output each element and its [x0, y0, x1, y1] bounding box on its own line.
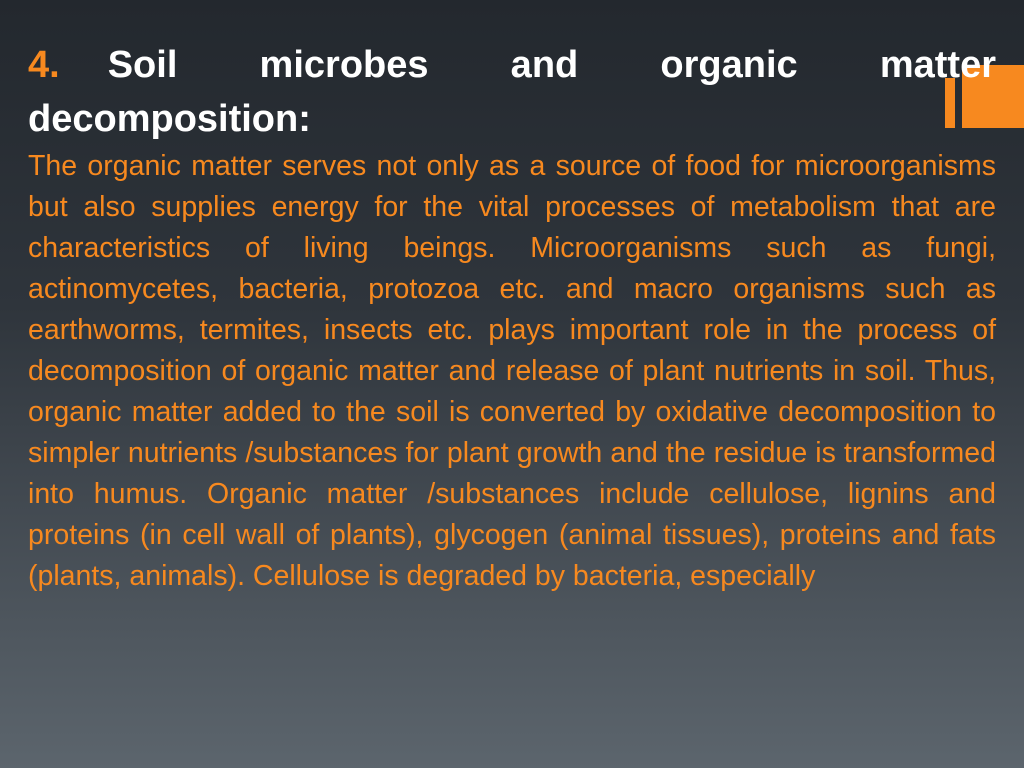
heading: 4. Soil microbes and organic matter decom…: [28, 38, 996, 146]
heading-title: Soil microbes and organic matter decompo…: [28, 44, 996, 140]
decoration-square: [962, 65, 1024, 128]
body-text: The organic matter serves not only as a …: [28, 150, 996, 592]
decoration-bar: [945, 78, 955, 128]
content: 4. Soil microbes and organic matter decom…: [28, 38, 996, 597]
heading-number: 4.: [28, 44, 60, 86]
